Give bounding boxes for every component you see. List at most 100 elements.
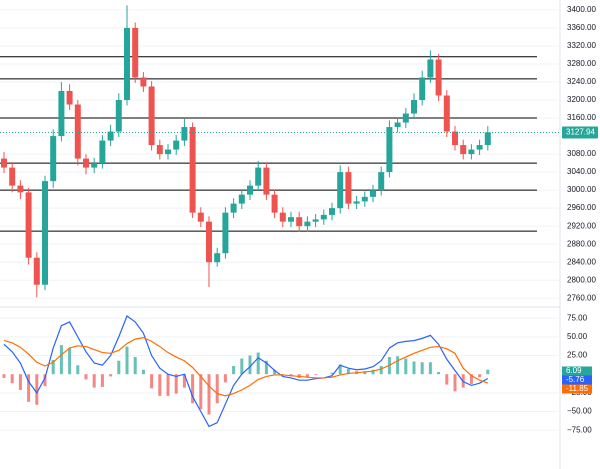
candle-body <box>9 167 16 186</box>
candle-body <box>58 91 65 137</box>
histogram-bar <box>2 374 6 378</box>
histogram-bar <box>478 374 482 378</box>
histogram-bar <box>396 356 400 375</box>
histogram-bar <box>223 374 227 383</box>
histogram-bar <box>191 374 195 404</box>
value-badge-label: -11.85 <box>566 384 589 393</box>
value-badge-label: 6.09 <box>566 366 582 375</box>
y-tick-label: 3080.00 <box>567 149 596 158</box>
candle-body <box>124 27 130 101</box>
candle-body <box>173 140 180 150</box>
histogram-bar <box>338 364 342 375</box>
histogram-bar <box>469 374 473 384</box>
candle-body <box>460 145 467 155</box>
last-price-badge <box>562 126 598 139</box>
candle-body <box>156 145 163 155</box>
candle-body <box>337 172 344 209</box>
y-tick-label: 75.00 <box>567 313 588 322</box>
candle-body <box>181 127 188 141</box>
histogram-bar <box>305 374 309 378</box>
y-tick-label: −75.00 <box>567 425 592 434</box>
histogram-bar <box>232 365 236 375</box>
candle-body <box>419 77 426 101</box>
histogram-bar <box>109 374 113 377</box>
value-badge <box>562 384 592 394</box>
y-tick-label: 3160.00 <box>567 113 596 122</box>
candle-body <box>452 131 458 146</box>
y-tick-label: 3280.00 <box>567 59 596 68</box>
histogram-bar <box>371 369 375 375</box>
histogram-bar <box>76 365 80 375</box>
candle-body <box>1 158 7 168</box>
candle-body <box>247 185 253 195</box>
macd-line <box>3 336 488 397</box>
y-tick-label: 2760.00 <box>567 293 596 302</box>
y-tick-label: 3040.00 <box>567 167 596 176</box>
histogram-bar <box>35 374 39 405</box>
histogram-bar <box>174 374 178 394</box>
histogram-bar <box>330 372 334 375</box>
candle-body <box>329 208 335 215</box>
candle-body <box>361 196 368 202</box>
histogram-bar <box>84 374 88 380</box>
candle-body <box>370 190 376 197</box>
histogram-bar <box>133 357 137 375</box>
histogram-bar <box>273 369 277 375</box>
candle-body <box>312 219 319 222</box>
candle-body <box>378 172 385 191</box>
histogram-bar <box>43 374 47 387</box>
y-tick-label: 3400.00 <box>567 5 596 14</box>
candle-body <box>83 158 89 168</box>
candle-body <box>288 217 294 222</box>
candle-body <box>279 212 286 222</box>
candle-body <box>214 253 221 263</box>
histogram-bar <box>256 352 260 375</box>
histogram-bar <box>248 355 252 375</box>
histogram-bar <box>363 371 367 375</box>
histogram-bar <box>437 371 441 375</box>
candle-body <box>353 201 360 204</box>
histogram-bar <box>141 369 145 375</box>
y-tick-label: 50.00 <box>567 332 588 341</box>
histogram-bar <box>207 374 211 415</box>
histogram-bar <box>240 358 244 375</box>
value-badge-label: -5.76 <box>566 375 585 384</box>
histogram-bar <box>166 374 170 396</box>
candle-body <box>304 221 311 227</box>
candle-body <box>17 185 24 193</box>
candle-body <box>107 131 114 141</box>
candle-body <box>165 149 171 155</box>
histogram-bar <box>125 346 129 375</box>
y-tick-label: 2920.00 <box>567 221 596 230</box>
y-tick-label: −50.00 <box>567 407 592 416</box>
candle-body <box>115 100 122 132</box>
histogram-bar <box>264 360 268 375</box>
histogram-bar <box>100 374 104 387</box>
candle-body <box>263 167 270 195</box>
y-tick-label: 2960.00 <box>567 203 596 212</box>
candle-body <box>140 77 147 87</box>
candle-body <box>197 212 204 222</box>
value-badge <box>562 375 592 385</box>
candle-body <box>230 203 237 213</box>
candle-body <box>99 140 106 164</box>
histogram-bar <box>68 348 72 375</box>
candle-body <box>66 91 73 105</box>
y-tick-label: 2880.00 <box>567 239 596 248</box>
histogram-bar <box>404 358 408 375</box>
candle-body <box>435 59 442 96</box>
histogram-bar <box>199 374 203 410</box>
candle-body <box>91 163 98 168</box>
candle-body <box>206 221 212 263</box>
y-tick-label: 25.00 <box>567 351 588 360</box>
histogram-bar <box>182 374 186 388</box>
histogram-bar <box>117 360 121 375</box>
y-tick-label: 2840.00 <box>567 257 596 266</box>
histogram-bar <box>10 374 14 384</box>
candle-body <box>189 127 196 213</box>
candle-body <box>132 27 139 78</box>
histogram-bar <box>150 374 154 389</box>
histogram-bar <box>51 360 55 375</box>
